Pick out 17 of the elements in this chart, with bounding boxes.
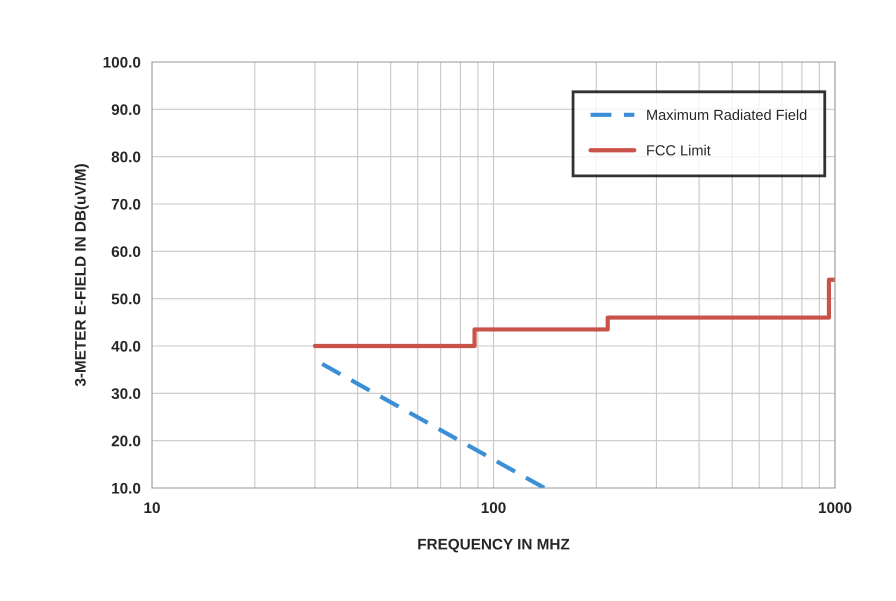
x-axis-title: FREQUENCY IN MHZ bbox=[418, 538, 570, 552]
legend-label: FCC Limit bbox=[647, 144, 711, 156]
y-tick-label: 70.0 bbox=[112, 198, 140, 210]
x-tick-label: 10 bbox=[144, 502, 160, 514]
y-tick-label: 40.0 bbox=[111, 340, 140, 352]
y-tick-label: 20.0 bbox=[112, 436, 140, 446]
x-tick-label: 1000 bbox=[818, 502, 852, 514]
y-tick-label: 30.0 bbox=[112, 388, 140, 400]
y-tick-label: 60.0 bbox=[112, 246, 140, 258]
y-tick-label: 10.0 bbox=[112, 482, 140, 494]
y-axis-title: 3-METER E-FIELD IN DB(uV/M) bbox=[74, 164, 89, 386]
y-tick-label: 80.0 bbox=[112, 152, 140, 162]
x-tick-label: 100 bbox=[482, 502, 506, 514]
y-tick-label: 90.0 bbox=[112, 104, 140, 116]
y-tick-label: 100.0 bbox=[104, 56, 140, 68]
legend-label: Maximum Radiated Field bbox=[647, 109, 806, 120]
y-tick-label: 50.0 bbox=[112, 294, 140, 304]
